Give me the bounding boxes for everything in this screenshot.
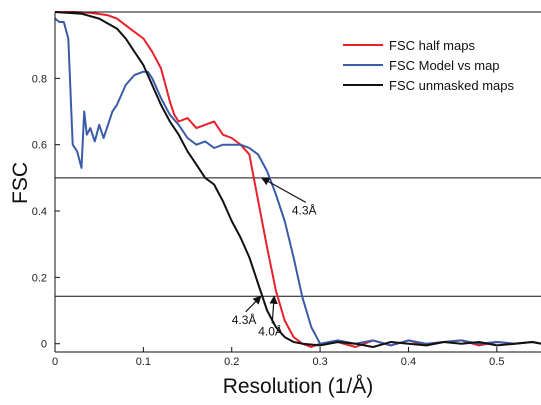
y-axis-title: FSC xyxy=(9,162,32,204)
annotations: 4.3Å4.3Å4.0Å xyxy=(232,177,317,338)
annotation-label-1: 4.3Å xyxy=(232,312,257,327)
axes xyxy=(54,11,541,353)
x-tick-label: 0.3 xyxy=(312,356,327,368)
x-axis-title: Resolution (1/Å) xyxy=(223,375,374,398)
threshold-lines xyxy=(55,177,541,297)
x-tick-label: 0 xyxy=(52,356,58,368)
series-line-2 xyxy=(54,11,541,348)
y-tick-label: 0.6 xyxy=(32,140,47,152)
legend-label-1: FSC Model vs map xyxy=(389,58,500,73)
tick-labels: 0 0.1 0.2 0.3 0.4 0.5 0 0.2 0.4 0.6 0.8 xyxy=(32,73,505,368)
legend: FSC half maps FSC Model vs map FSC unmaske… xyxy=(343,38,514,93)
annotation-arrow-1 xyxy=(245,295,262,313)
x-tick-label: 0.2 xyxy=(224,356,239,368)
plot-area-background xyxy=(55,12,541,352)
y-tick-label: 0.8 xyxy=(32,73,47,85)
annotation-arrow-2 xyxy=(269,295,278,324)
x-tick-label: 0.5 xyxy=(489,356,504,368)
legend-label-0: FSC half maps xyxy=(389,38,475,53)
x-tick-label: 0.4 xyxy=(401,356,416,368)
series-lines xyxy=(54,11,541,348)
annotation-label-0: 4.3Å xyxy=(292,202,317,217)
annotation-arrow-0 xyxy=(261,177,307,203)
y-tick-label: 0 xyxy=(41,339,47,351)
series-line-1 xyxy=(54,17,541,347)
annotation-label-2: 4.0Å xyxy=(258,323,283,338)
legend-label-2: FSC unmasked maps xyxy=(389,78,514,93)
y-tick-label: 0.4 xyxy=(32,206,47,218)
y-tick-label: 0.2 xyxy=(32,272,47,284)
x-tick-label: 0.1 xyxy=(136,356,151,368)
